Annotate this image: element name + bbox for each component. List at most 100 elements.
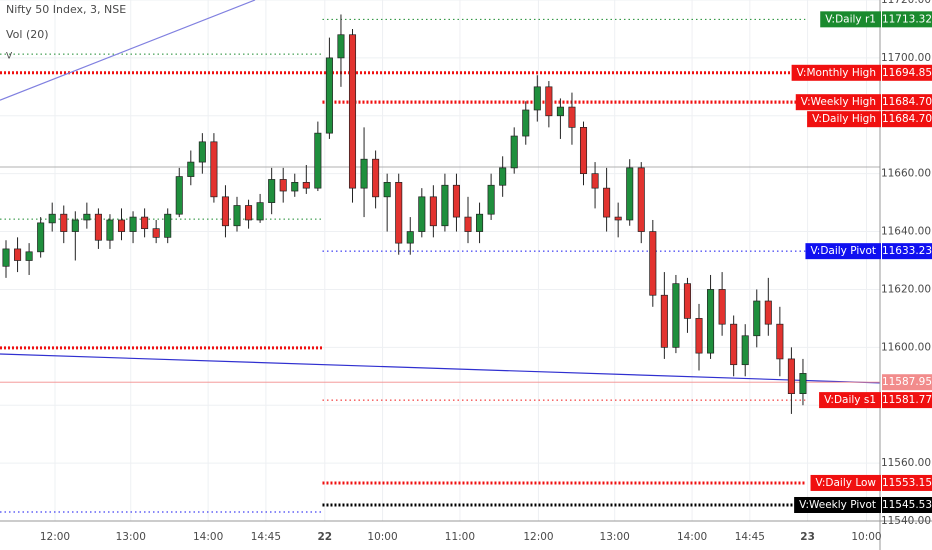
candle-body <box>2 248 10 267</box>
y-tick-label: 11560.00 <box>881 457 931 469</box>
candle-body <box>164 213 172 238</box>
value-box <box>882 111 932 128</box>
value-label: 11694.85 <box>882 67 932 79</box>
candle-body <box>383 182 391 198</box>
candle-body <box>533 86 541 111</box>
trend-line <box>0 353 880 384</box>
value-label: 11633.23 <box>882 245 932 257</box>
candle-body <box>360 158 368 189</box>
x-tick-label: 13:00 <box>600 531 630 543</box>
value-label: 11684.70 <box>882 113 932 125</box>
candle-body <box>187 161 195 177</box>
level-name-box <box>819 392 881 409</box>
candle-body <box>406 231 414 244</box>
candle-body <box>395 182 403 244</box>
candle-body <box>441 184 449 227</box>
y-tick-label: 11540.00 <box>881 515 931 527</box>
value-box <box>882 243 932 260</box>
candle-body <box>510 135 518 169</box>
level-tags: 11587.95 V:Daily r1 11713.32 V:Monthly High… <box>791 11 932 513</box>
x-tick-label: 12:00 <box>523 531 553 543</box>
level-name: V:Monthly High <box>797 67 876 79</box>
y-tick-label: 11600.00 <box>881 341 931 353</box>
y-tick-label: 11640.00 <box>881 226 931 238</box>
candle-body <box>48 213 56 224</box>
x-tick-label: 14:00 <box>193 531 223 543</box>
candle-body <box>256 202 264 221</box>
x-tick-label: 12:00 <box>40 531 70 543</box>
value-box <box>882 64 932 81</box>
value-box <box>882 474 932 491</box>
candle-body <box>279 179 287 192</box>
candle-body <box>776 323 784 360</box>
candle-body <box>60 213 68 232</box>
level-name: V:Daily s1 <box>824 394 876 406</box>
candle-body <box>291 182 299 192</box>
value-box <box>882 496 932 513</box>
candle-body <box>637 167 645 232</box>
level-name: V:Weekly High <box>801 96 876 108</box>
candle-body <box>233 205 241 227</box>
candle-body <box>764 300 772 325</box>
level-name: V:Daily Pivot <box>810 245 876 257</box>
candle-body <box>337 34 345 59</box>
candle-body <box>591 173 599 189</box>
candle-body <box>37 222 45 253</box>
x-tick-label: 10:00 <box>367 531 397 543</box>
level-name-box <box>807 111 881 128</box>
candle-body <box>741 335 749 366</box>
level-name: V:Weekly Pivot <box>799 499 876 511</box>
level-name-box <box>820 11 881 28</box>
candle-body <box>579 127 588 175</box>
candle-body <box>476 213 484 232</box>
level-name-box <box>810 474 881 491</box>
grid <box>0 0 880 522</box>
candle-body <box>325 57 333 134</box>
trend-line <box>0 0 256 101</box>
x-tick-label: 22 <box>317 531 332 543</box>
x-tick-label: 14:45 <box>735 531 765 543</box>
subtitle: Vol (20) <box>6 28 49 41</box>
x-tick-label: 14:00 <box>677 531 707 543</box>
candle-body <box>556 106 564 117</box>
x-tick-label: 13:00 <box>116 531 146 543</box>
x-tick-label: 14:45 <box>251 531 281 543</box>
value-box <box>882 11 932 28</box>
candle-body <box>14 248 22 261</box>
candle-body <box>718 289 726 325</box>
axes: 11540.0011560.0011580.0011600.0011620.00… <box>40 0 931 543</box>
candle-body <box>198 141 206 163</box>
level-name-box <box>795 94 881 111</box>
y-tick-label: 11720.00 <box>881 0 931 6</box>
candle-body <box>71 219 79 232</box>
candle-body <box>695 318 703 354</box>
candle-body <box>568 106 576 128</box>
value-label: 11684.70 <box>882 96 932 108</box>
candle-body <box>464 216 472 232</box>
candle-body <box>487 184 495 215</box>
candle-body <box>429 196 437 227</box>
candle-body <box>649 231 657 296</box>
value-box <box>882 94 932 111</box>
level-name-box <box>794 496 881 513</box>
candle-body <box>314 132 322 189</box>
candle-body <box>129 216 137 232</box>
y-tick-label: 11700.00 <box>881 52 931 64</box>
candle-body <box>683 283 691 319</box>
candle-body <box>660 294 668 348</box>
candle-body <box>302 182 310 189</box>
candle-body <box>672 283 680 348</box>
level-name-box <box>805 243 881 260</box>
candle-body <box>210 141 218 198</box>
candle-body <box>152 228 160 238</box>
value-label: 11587.95 <box>882 376 932 388</box>
candle-body <box>707 289 715 354</box>
candle-body <box>614 216 622 221</box>
candle-body <box>522 109 530 137</box>
value-label: 11581.77 <box>882 394 932 406</box>
candle-body <box>499 167 507 186</box>
candle-body <box>418 196 426 232</box>
candle-body <box>117 219 126 232</box>
